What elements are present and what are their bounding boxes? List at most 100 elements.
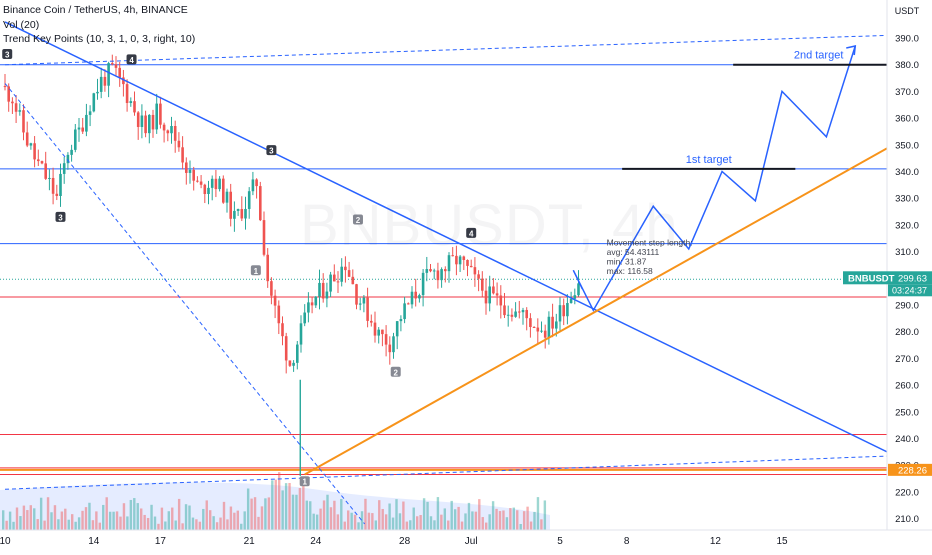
time-axis-bg — [0, 530, 932, 550]
y-tick-label: 330.0 — [895, 194, 919, 205]
volume-bar — [143, 514, 146, 530]
volume-bar — [81, 510, 84, 530]
volume-bar — [443, 508, 446, 530]
candle-body — [77, 127, 81, 130]
volume-bar — [146, 517, 150, 530]
candle-body — [247, 191, 251, 209]
key-point-marker — [250, 265, 261, 276]
candle-body — [233, 210, 236, 219]
candles — [3, 54, 580, 476]
volume-bar — [246, 488, 250, 530]
volume-bar — [164, 521, 167, 530]
volume-bar — [260, 506, 264, 530]
volume-bar — [384, 514, 388, 530]
volume-bar — [464, 513, 467, 530]
volume-bar — [495, 508, 498, 530]
volume-bar — [181, 523, 184, 530]
candle-body — [506, 314, 510, 316]
y-tick-label: 380.0 — [895, 60, 919, 71]
candle-body — [284, 336, 288, 361]
candle-body — [362, 297, 366, 304]
volume-bar — [226, 519, 229, 530]
volume-bar — [88, 502, 91, 530]
volume-bar — [305, 500, 308, 530]
candle-body — [170, 126, 173, 134]
candle-body — [85, 114, 88, 132]
volume-bar — [50, 512, 53, 530]
volume-bar — [91, 520, 95, 530]
volume-bar — [295, 494, 298, 530]
volume-bar — [302, 479, 305, 530]
volume-bar — [409, 520, 412, 530]
candle-body — [236, 209, 240, 211]
volume-bar — [543, 500, 547, 530]
last-price-value: 299.63 — [898, 273, 927, 284]
volume-bar — [436, 497, 440, 530]
candle-body — [151, 114, 155, 130]
candle-body — [392, 336, 395, 353]
volume-bar — [395, 499, 398, 530]
key-point-label: 3 — [269, 147, 274, 156]
y-tick-label: 290.0 — [895, 301, 919, 312]
candle-body — [351, 276, 355, 285]
trendline-descending — [4, 21, 932, 474]
volume-bar — [350, 512, 353, 530]
candle-body — [321, 282, 325, 299]
candle-body — [29, 143, 33, 146]
chart-legend: Binance Coin / TetherUS, 4h, BINANCE Vol… — [3, 3, 195, 47]
annotation-line: min: 31.87 — [607, 257, 647, 267]
x-tick-label: 10 — [0, 536, 11, 547]
key-point-marker — [266, 145, 277, 156]
volume-bar — [177, 498, 181, 530]
candle-body — [562, 305, 565, 317]
candle-body — [44, 163, 47, 179]
indicator-volume[interactable]: Vol (20) — [3, 18, 40, 31]
volume-bar — [447, 520, 450, 530]
y-tick-label: 340.0 — [895, 167, 919, 178]
volume-bar — [329, 507, 333, 530]
volume-bar — [498, 511, 502, 530]
x-tick-label: 15 — [776, 536, 788, 547]
candle-body — [462, 256, 466, 260]
symbol-title[interactable]: Binance Coin / TetherUS, 4h, BINANCE — [3, 4, 188, 16]
countdown-tag — [888, 284, 932, 297]
key-point-marker — [55, 211, 66, 222]
x-tick-label: 8 — [624, 536, 630, 547]
projection-path — [572, 45, 856, 312]
volume-bar — [136, 503, 139, 530]
candle-body — [259, 186, 262, 221]
candle-body — [447, 255, 451, 272]
candle-body — [521, 309, 525, 313]
candle-body — [510, 314, 514, 317]
candle-body — [299, 323, 303, 345]
candle-body — [432, 270, 436, 272]
volume-bar — [509, 508, 512, 530]
candle-body — [377, 329, 380, 336]
volume-bar — [26, 510, 29, 530]
last-price-symbol-tag — [843, 271, 932, 285]
volume-bar — [440, 514, 443, 530]
candle-body — [325, 291, 329, 299]
candle-body — [484, 290, 488, 304]
key-point-label: 3 — [5, 51, 10, 60]
time-axis: 10 14 17 21 24 28 Jul 5 8 12 15 — [0, 529, 932, 550]
candle-body — [244, 208, 247, 219]
volume-bar — [540, 519, 543, 530]
volume-bar — [39, 497, 43, 530]
candle-body — [440, 269, 443, 281]
candle-body — [540, 330, 543, 332]
annotation-line: Movement step length: — [607, 238, 693, 248]
y-tick-label: 240.0 — [895, 434, 919, 445]
candle-body — [166, 130, 170, 134]
volume-bar — [240, 523, 243, 530]
candle-body — [122, 77, 125, 85]
volume-bar — [433, 520, 436, 530]
volume-bar — [108, 511, 112, 530]
indicator-trend-key-points[interactable]: Trend Key Points (10, 3, 1, 0, 3, right,… — [3, 33, 196, 45]
key-point-marker — [466, 227, 477, 238]
candle-body — [573, 295, 577, 299]
volume-bar — [150, 504, 153, 530]
volume-bar — [188, 505, 191, 530]
